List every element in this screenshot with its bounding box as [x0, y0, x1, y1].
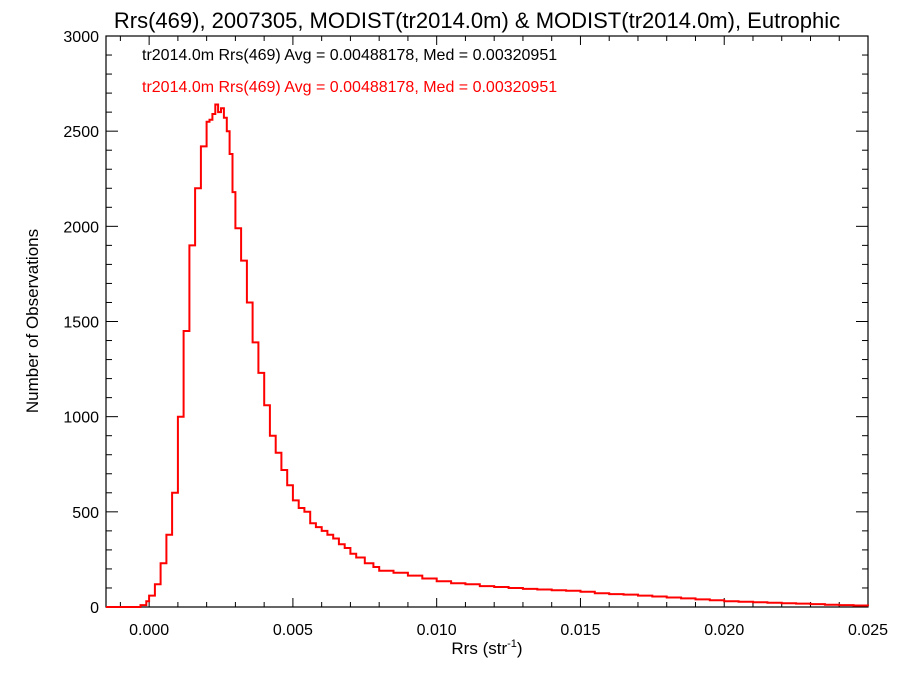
y-tick-label: 2000 — [63, 219, 99, 236]
legend-entry-2: tr2014.0m Rrs(469) Avg = 0.00488178, Med… — [142, 79, 557, 96]
y-tick-label: 2500 — [63, 124, 99, 141]
x-tick-label: 0.000 — [129, 622, 169, 639]
y-axis: 0 500 1000 1500 2000 2500 3000 — [63, 29, 868, 617]
legend-entry-1: tr2014.0m Rrs(469) Avg = 0.00488178, Med… — [142, 47, 557, 64]
x-axis-label-base: Rrs (str — [451, 639, 507, 658]
x-axis-label-superscript: -1 — [507, 638, 517, 650]
y-tick-label: 1000 — [63, 410, 99, 427]
y-axis-label: Number of Observations — [23, 229, 42, 413]
x-axis-label: Rrs (str-1) — [451, 638, 522, 658]
plot-frame — [105, 35, 869, 608]
x-axis: 0.000 0.005 0.010 0.015 0.020 0.025 — [119, 36, 888, 639]
x-axis-label-close: ) — [517, 639, 523, 658]
y-tick-label: 3000 — [63, 29, 99, 46]
y-tick-label: 500 — [72, 505, 99, 522]
x-tick-label: 0.010 — [417, 622, 457, 639]
x-tick-label: 0.025 — [848, 622, 888, 639]
x-tick-label: 0.020 — [704, 622, 744, 639]
x-tick-label: 0.015 — [560, 622, 600, 639]
histogram-series — [106, 103, 869, 608]
x-tick-label: 0.005 — [273, 622, 313, 639]
y-tick-label: 0 — [90, 600, 99, 617]
chart-title: Rrs(469), 2007305, MODIST(tr2014.0m) & M… — [114, 8, 840, 33]
y-tick-label: 1500 — [63, 315, 99, 332]
